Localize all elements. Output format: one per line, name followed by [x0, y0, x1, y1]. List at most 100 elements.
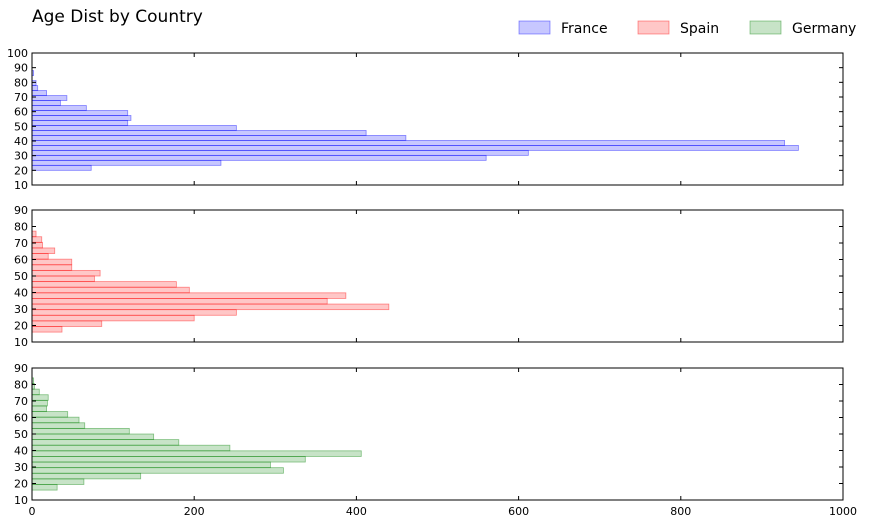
- histogram-bar: [31, 314, 195, 322]
- y-tick-label: 20: [14, 320, 28, 333]
- histogram-bar: [31, 85, 39, 91]
- legend-item-spain: Spain: [637, 20, 719, 37]
- histogram-bar: [31, 269, 101, 277]
- panel-germany: 10 20 30 40 50 60 70 80 90 0 200 400 600 800 1000: [14, 362, 857, 518]
- histogram-bar: [31, 100, 61, 106]
- histogram-bar: [31, 444, 231, 452]
- histogram-bar: [31, 115, 132, 121]
- histogram-bar: [31, 140, 786, 146]
- histogram-bar: [31, 130, 367, 136]
- chart-legend: France Spain Germany: [518, 20, 856, 37]
- histogram-bar: [31, 394, 49, 401]
- y-tick-label: 70: [14, 395, 28, 408]
- y-tick-label: 20: [14, 478, 28, 491]
- histogram-bar: [31, 320, 103, 327]
- axes-frame: [31, 52, 844, 186]
- y-tick-label: 10: [14, 494, 28, 507]
- x-tick-label: 200: [184, 505, 205, 518]
- y-tick-label: 10: [14, 179, 28, 192]
- y-tick-label: 50: [14, 120, 28, 133]
- y-tick-label: 40: [14, 445, 28, 458]
- histogram-bar: [31, 149, 529, 156]
- y-tick-label: 80: [14, 76, 28, 89]
- histogram-bar: [31, 275, 95, 283]
- histogram-bar: [31, 309, 237, 316]
- x-tick-label: 800: [670, 505, 691, 518]
- histogram-bar: [31, 281, 177, 288]
- y-tick-label: 70: [14, 237, 28, 250]
- histogram-bar: [31, 422, 86, 429]
- y-tick-label: 90: [14, 62, 28, 75]
- legend-item-france: France: [518, 20, 608, 37]
- histogram-bar: [31, 144, 799, 151]
- histogram-bar: [31, 80, 37, 86]
- y-tick-label: 30: [14, 461, 28, 474]
- histogram-bar: [31, 326, 63, 333]
- histogram-bar: [31, 264, 73, 271]
- histogram-bar: [31, 230, 37, 238]
- y-tick-label: 60: [14, 106, 28, 119]
- histogram-bar: [31, 154, 487, 161]
- histogram-bar: [31, 164, 92, 171]
- legend-swatch: [518, 20, 551, 35]
- y-tick-label: 60: [14, 254, 28, 267]
- histogram-bar: [31, 472, 142, 480]
- histogram-panels: 1020304050607080901001020304050607080901…: [7, 47, 857, 518]
- y-tick-label: 80: [14, 221, 28, 234]
- x-tick-label: 0: [29, 505, 36, 518]
- y-tick-label: 70: [14, 91, 28, 104]
- histogram-bar: [31, 303, 390, 311]
- histogram-bar: [31, 105, 87, 111]
- y-tick-label: 90: [14, 362, 28, 375]
- y-tick-label: 90: [14, 204, 28, 217]
- histogram-bar: [31, 461, 271, 469]
- legend-label: Spain: [680, 21, 719, 37]
- histogram-bar: [31, 405, 47, 412]
- y-tick-label: 30: [14, 150, 28, 163]
- y-tick-label: 40: [14, 135, 28, 148]
- histogram-bar: [31, 298, 328, 305]
- legend-label: France: [561, 21, 608, 37]
- histogram-bar: [31, 416, 80, 424]
- histogram-bar: [31, 159, 222, 166]
- y-tick-label: 80: [14, 379, 28, 392]
- histogram-bar: [31, 253, 49, 260]
- histogram-bar: [31, 258, 73, 266]
- histogram-bar: [31, 125, 237, 131]
- axes-frame: [31, 209, 844, 343]
- histogram-bar: [31, 456, 306, 463]
- legend-swatch: [637, 20, 670, 35]
- legend-swatch: [749, 20, 782, 35]
- histogram-bar: [31, 467, 284, 474]
- x-tick-label: 600: [508, 505, 529, 518]
- histogram-bar: [31, 292, 347, 299]
- histogram-bar: [31, 247, 56, 254]
- histogram-bar: [31, 110, 129, 116]
- y-tick-label: 40: [14, 287, 28, 300]
- histogram-bar: [31, 90, 47, 96]
- histogram-bar: [31, 120, 129, 126]
- histogram-bar: [31, 135, 407, 141]
- legend-label: Germany: [792, 21, 856, 37]
- histogram-bar: [31, 439, 180, 446]
- y-tick-label: 30: [14, 303, 28, 316]
- histogram-bar: [31, 433, 155, 441]
- histogram-bar: [31, 484, 58, 491]
- histogram-bar: [31, 236, 43, 243]
- x-tick-label: 400: [346, 505, 367, 518]
- histogram-bar: [31, 450, 362, 457]
- legend-item-germany: Germany: [749, 20, 856, 37]
- y-tick-label: 50: [14, 428, 28, 441]
- y-tick-label: 50: [14, 270, 28, 283]
- x-tick-label: 1000: [829, 505, 857, 518]
- histogram-bar: [31, 411, 69, 418]
- histogram-bar: [31, 478, 85, 485]
- panel-spain: 10 20 30 40 50 60 70 80 90: [14, 204, 844, 349]
- histogram-bar: [31, 388, 40, 396]
- y-tick-label: 20: [14, 164, 28, 177]
- y-tick-label: 10: [14, 336, 28, 349]
- y-tick-label: 60: [14, 412, 28, 425]
- histogram-bar: [31, 427, 130, 435]
